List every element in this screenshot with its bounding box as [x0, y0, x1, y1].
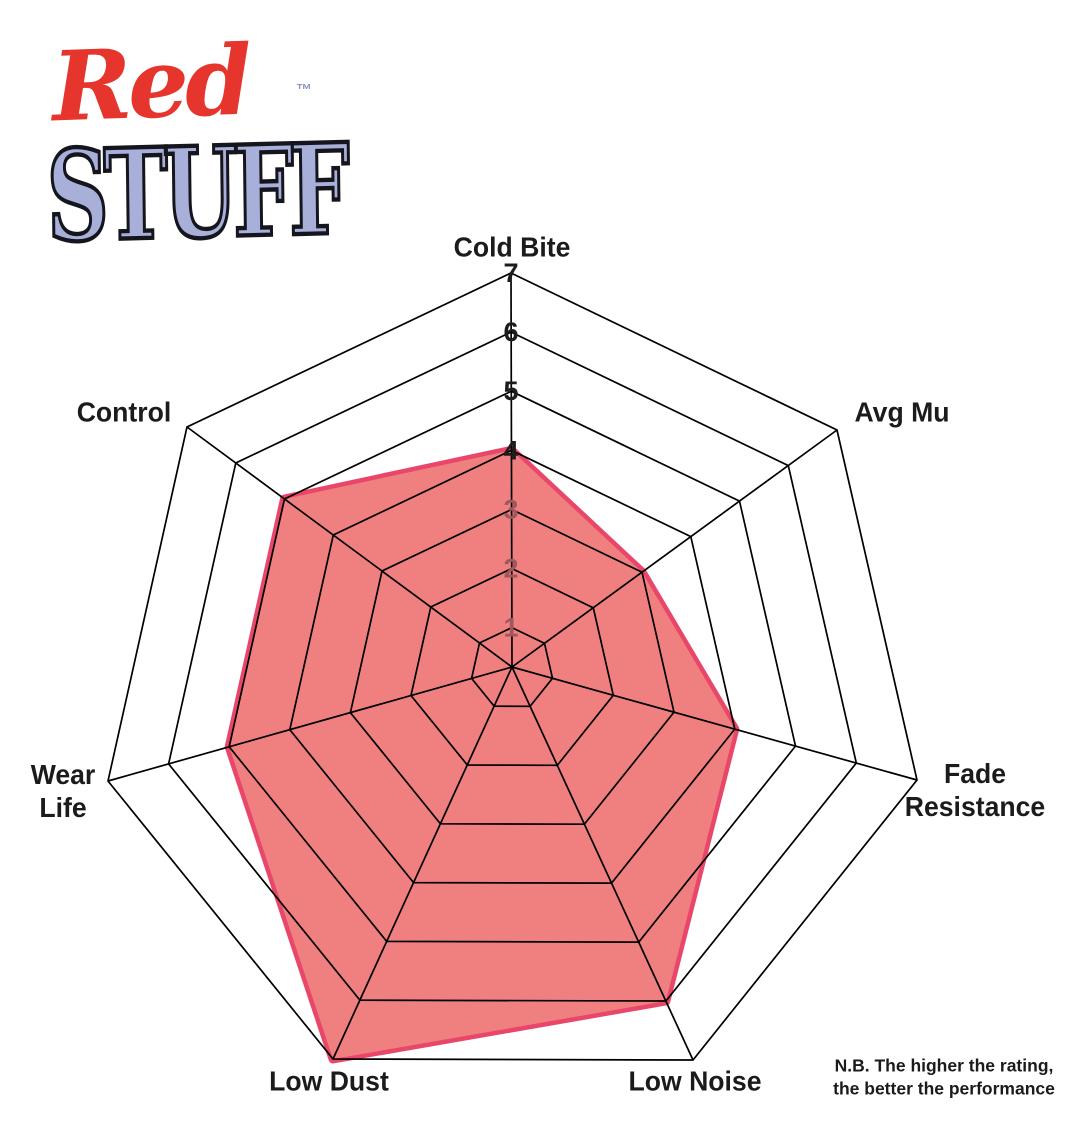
- radar-axis-line-1: [511, 429, 838, 668]
- axis-label-cold-bite: Cold Bite: [453, 231, 571, 263]
- radar-grid-ring-7: [107, 272, 918, 1061]
- axis-label-avg-mu: Avg Mu: [854, 396, 950, 428]
- radar-axis-line-6: [186, 426, 513, 668]
- radar-tick-label-1: 1: [503, 613, 518, 643]
- radar-axis-line-4: [332, 666, 513, 1060]
- radar-data-polygon: [229, 450, 735, 1059]
- rating-footnote: N.B. The higher the rating, the better t…: [833, 1054, 1055, 1100]
- rating-footnote-line1: N.B. The higher the rating,: [834, 1055, 1054, 1076]
- radar-tick-label-2: 2: [503, 554, 518, 584]
- axis-label-control: Control: [76, 396, 172, 428]
- redstuff-logo: Red STUFF ™: [44, 24, 348, 273]
- axis-label-low-dust: Low Dust: [269, 1065, 389, 1097]
- axis-label-fade-resistance: Fade Resistance: [904, 757, 1046, 822]
- radar-tick-label-5: 5: [503, 376, 518, 406]
- rating-footnote-line2: the better the performance: [833, 1078, 1055, 1098]
- radar-grid-ring-4: [288, 449, 736, 884]
- radar-axis-line-2: [511, 666, 918, 781]
- trademark-symbol: ™: [296, 82, 312, 99]
- radar-axis-line-5: [107, 666, 513, 782]
- radar-tick-label-3: 3: [503, 494, 518, 524]
- radar-grid-ring-2: [410, 567, 615, 767]
- axis-label-low-noise: Low Noise: [628, 1065, 762, 1097]
- radar-grid-ring-5: [228, 390, 797, 943]
- axis-label-wear-life: Wear Life: [30, 758, 96, 823]
- radar-grid-ring-1: [470, 626, 554, 708]
- radar-tick-label-4: 4: [503, 435, 518, 465]
- radar-axis-line-3: [511, 666, 694, 1061]
- radar-axis-line-0: [510, 272, 513, 668]
- radar-grid-ring-6: [167, 331, 858, 1002]
- radar-tick-label-6: 6: [503, 317, 518, 347]
- radar-grid-ring-3: [349, 508, 675, 826]
- radar-tick-label-7: 7: [503, 258, 518, 288]
